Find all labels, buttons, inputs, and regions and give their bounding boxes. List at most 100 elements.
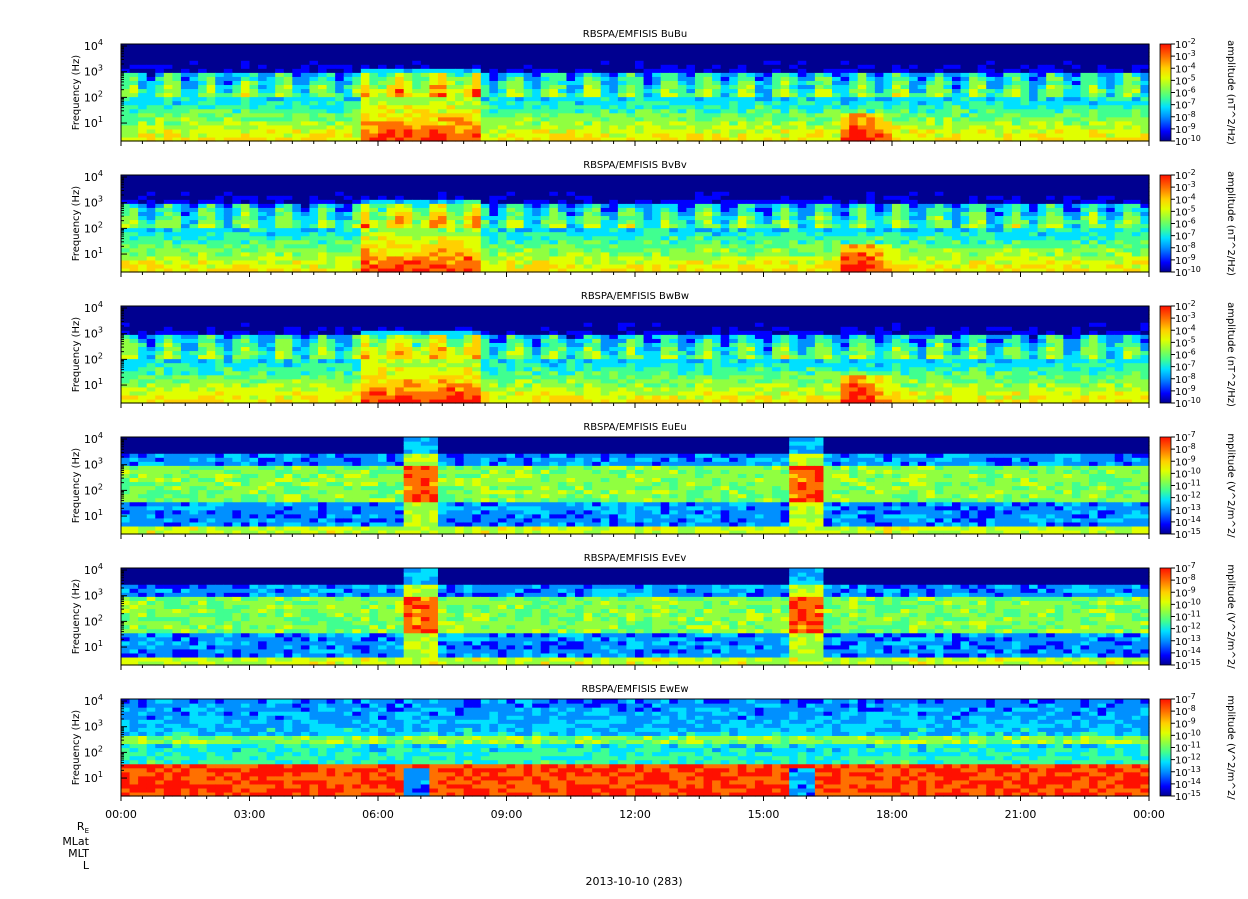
heatmap-cell: [1080, 113, 1089, 118]
heatmap-cell: [138, 113, 147, 118]
heatmap-cell: [309, 109, 318, 114]
heatmap-cell: [438, 236, 447, 241]
heatmap-cell: [215, 219, 224, 224]
heatmap-cell: [584, 252, 593, 257]
heatmap-cell: [232, 175, 241, 180]
heatmap-cell: [1038, 133, 1047, 138]
heatmap-cell: [438, 56, 447, 61]
heatmap-cell: [652, 183, 661, 188]
heatmap-cell: [498, 256, 507, 261]
heatmap-cell: [181, 175, 190, 180]
heatmap-cell: [335, 64, 344, 69]
heatmap-cell: [644, 97, 653, 102]
heatmap-cell: [764, 44, 773, 49]
heatmap-cell: [387, 256, 396, 261]
heatmap-cell: [489, 195, 498, 200]
heatmap-cell: [669, 88, 678, 93]
heatmap-cell: [447, 84, 456, 89]
heatmap-cell: [815, 248, 824, 253]
heatmap-cell: [215, 183, 224, 188]
heatmap-cell: [284, 232, 293, 237]
heatmap-cell: [309, 60, 318, 65]
heatmap-cell: [901, 60, 910, 65]
heatmap-cell: [772, 121, 781, 126]
heatmap-cell: [781, 101, 790, 106]
heatmap-cell: [181, 109, 190, 114]
heatmap-cell: [155, 224, 164, 229]
heatmap-cell: [121, 64, 130, 69]
heatmap-cell: [250, 76, 259, 81]
heatmap-cell: [447, 219, 456, 224]
heatmap-cell: [292, 113, 301, 118]
heatmap-cell: [361, 187, 370, 192]
heatmap-cell: [695, 121, 704, 126]
heatmap-cell: [292, 72, 301, 77]
heatmap-cell: [121, 211, 130, 216]
heatmap-cell: [798, 211, 807, 216]
heatmap-cell: [635, 60, 644, 65]
heatmap-cell: [241, 207, 250, 212]
heatmap-cell: [652, 109, 661, 114]
heatmap-cell: [369, 121, 378, 126]
heatmap-cell: [404, 105, 413, 110]
heatmap-cell: [181, 228, 190, 233]
heatmap-cell: [592, 109, 601, 114]
heatmap-cell: [969, 48, 978, 53]
heatmap-cell: [130, 219, 139, 224]
heatmap-cell: [952, 113, 961, 118]
heatmap-cell: [318, 76, 327, 81]
heatmap-cell: [849, 84, 858, 89]
heatmap-cell: [1055, 64, 1064, 69]
heatmap-cell: [678, 199, 687, 204]
heatmap-cell: [515, 68, 524, 73]
heatmap-cell: [1046, 64, 1055, 69]
heatmap-cell: [1003, 76, 1012, 81]
heatmap-cell: [1080, 76, 1089, 81]
heatmap-cell: [181, 199, 190, 204]
heatmap-cell: [592, 215, 601, 220]
heatmap-cell: [549, 219, 558, 224]
heatmap-cell: [644, 236, 653, 241]
heatmap-cell: [198, 88, 207, 93]
heatmap-cell: [309, 117, 318, 122]
heatmap-cell: [669, 60, 678, 65]
heatmap-cell: [789, 117, 798, 122]
heatmap-cell: [532, 179, 541, 184]
heatmap-cell: [661, 207, 670, 212]
heatmap-cell: [507, 256, 516, 261]
heatmap-cell: [438, 228, 447, 233]
heatmap-cell: [815, 260, 824, 265]
heatmap-cell: [823, 48, 832, 53]
heatmap-cell: [644, 183, 653, 188]
heatmap-cell: [309, 175, 318, 180]
heatmap-cell: [352, 121, 361, 126]
heatmap-cell: [541, 64, 550, 69]
heatmap-cell: [823, 199, 832, 204]
heatmap-cell: [524, 199, 533, 204]
heatmap-cell: [532, 129, 541, 134]
heatmap-cell: [412, 68, 421, 73]
heatmap-cell: [772, 240, 781, 245]
heatmap-cell: [207, 183, 216, 188]
heatmap-cell: [678, 236, 687, 241]
heatmap-cell: [447, 175, 456, 180]
heatmap-cell: [541, 88, 550, 93]
heatmap-cell: [130, 68, 139, 73]
heatmap-cell: [344, 224, 353, 229]
heatmap-cell: [309, 101, 318, 106]
heatmap-cell: [541, 76, 550, 81]
heatmap-cell: [661, 252, 670, 257]
heatmap-cell: [164, 244, 173, 249]
heatmap-cell: [515, 52, 524, 57]
heatmap-cell: [361, 211, 370, 216]
heatmap-cell: [224, 211, 233, 216]
heatmap-cell: [986, 113, 995, 118]
heatmap-cell: [823, 252, 832, 257]
heatmap-cell: [241, 264, 250, 269]
heatmap-cell: [515, 72, 524, 77]
heatmap-cell: [438, 76, 447, 81]
heatmap-cell: [164, 195, 173, 200]
heatmap-cell: [943, 72, 952, 77]
heatmap-cell: [892, 109, 901, 114]
heatmap-cell: [147, 133, 156, 138]
